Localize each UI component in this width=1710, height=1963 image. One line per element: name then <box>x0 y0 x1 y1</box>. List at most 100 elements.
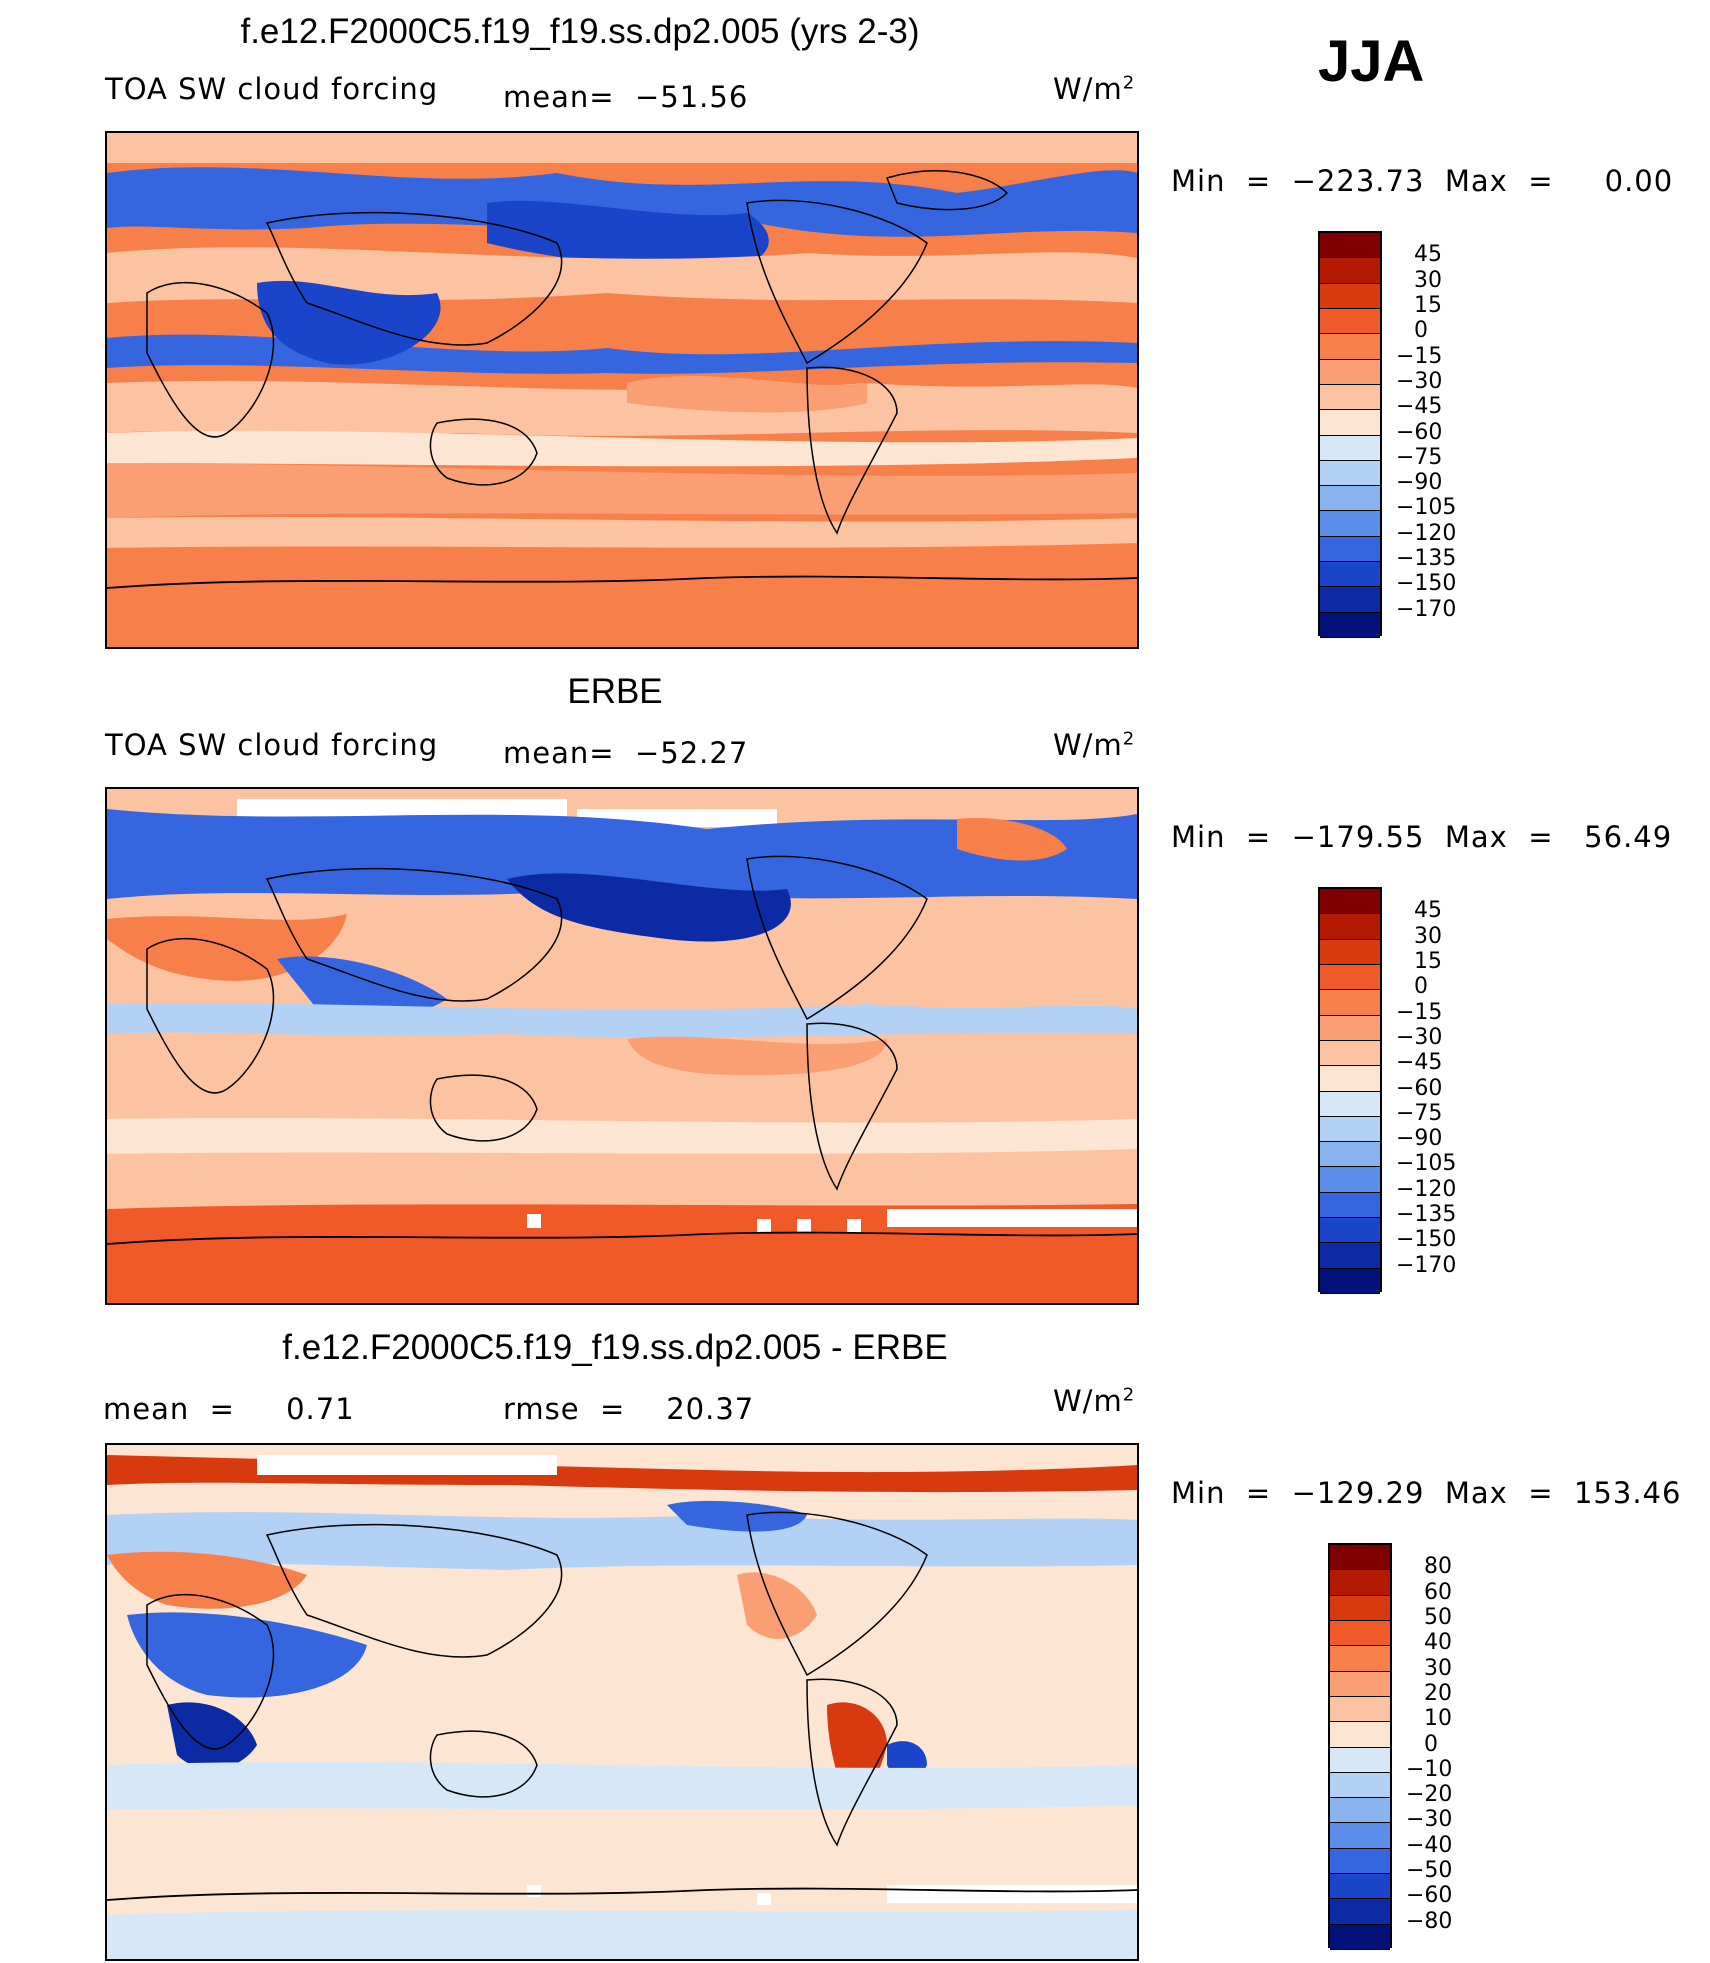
colorbar-segment <box>1330 1848 1390 1875</box>
colorbar-tick-label: −105 <box>1396 1151 1457 1177</box>
colorbar-segment <box>1320 1066 1380 1092</box>
panel-2-variable-label: TOA SW cloud forcing <box>105 728 439 762</box>
colorbar-tick-label: 45 <box>1414 242 1442 268</box>
colorbar-segment <box>1330 1874 1390 1900</box>
panel-3-title: f.e12.F2000C5.f19_f19.ss.dp2.005 - ERBE <box>282 1328 948 1367</box>
colorbar-tick-label: −10 <box>1406 1756 1453 1782</box>
colorbar-segment <box>1320 334 1380 360</box>
colorbar-tick-label: 80 <box>1424 1554 1452 1580</box>
colorbar-tick-label: 15 <box>1414 948 1442 974</box>
colorbar-tick-label: −170 <box>1396 596 1457 622</box>
panel-2-map-field <box>107 789 1137 1303</box>
colorbar-segment <box>1320 1167 1380 1193</box>
colorbar-segment <box>1320 435 1380 461</box>
panel-1-mean-label: mean= −51.56 <box>503 80 749 114</box>
colorbar-segment <box>1320 258 1380 284</box>
colorbar-tick-label: 15 <box>1414 292 1442 318</box>
panel-3-colorbar: 80 60 50 40 30 20 10 0 −10 −20 −30 −40 −50 −60 −80 <box>1328 1543 1452 1950</box>
colorbar-segment <box>1320 308 1380 335</box>
colorbar-segment <box>1320 1116 1380 1143</box>
colorbar-segment <box>1320 536 1380 563</box>
colorbar-segment <box>1320 914 1380 940</box>
colorbar-tick-label: −75 <box>1396 444 1443 470</box>
colorbar-tick-label: −40 <box>1406 1832 1453 1858</box>
colorbar-segment <box>1320 384 1380 411</box>
colorbar-segment <box>1320 1268 1380 1294</box>
panel-3-mean-label: mean = 0.71 <box>103 1392 355 1426</box>
panel-2-map <box>105 787 1139 1305</box>
colorbar-box <box>1318 231 1382 638</box>
colorbar-segment <box>1330 1722 1390 1748</box>
colorbar-tick-label: −105 <box>1396 495 1457 521</box>
colorbar-tick-label: 10 <box>1424 1706 1452 1732</box>
colorbar-segment <box>1330 1772 1390 1799</box>
colorbar-tick-label: −15 <box>1396 343 1443 369</box>
panel-1-map-field <box>107 133 1137 647</box>
panel-3-minmax: Min = −129.29 Max = 153.46 <box>1171 1476 1682 1510</box>
colorbar-segment <box>1330 1696 1390 1723</box>
colorbar-tick-label: 0 <box>1414 318 1428 344</box>
panel-3-map-field <box>107 1445 1137 1959</box>
panel-2-colorbar: 45 30 15 0 −15 −30 −45 −60 −75 −90 −105 −120 −135 −15… <box>1318 887 1456 1294</box>
colorbar-segment <box>1320 1015 1380 1041</box>
panel-3-map <box>105 1443 1139 1961</box>
colorbar-segment <box>1330 1747 1390 1773</box>
colorbar-tick-label: 0 <box>1414 974 1428 1000</box>
panel-1-colorbar: 45 30 15 0 −15 −30 −45 −60 −75 −90 −105 −120 −135 −15… <box>1318 231 1456 638</box>
colorbar-segment <box>1330 1545 1390 1571</box>
colorbar-tick-label: −80 <box>1406 1908 1453 1934</box>
colorbar-tick-label: −15 <box>1396 999 1443 1025</box>
colorbar-tick-label: −90 <box>1396 1126 1443 1152</box>
colorbar-tick-label: −150 <box>1396 571 1457 597</box>
colorbar-tick-label: −50 <box>1406 1858 1453 1884</box>
colorbar-tick-label: −170 <box>1396 1252 1457 1278</box>
colorbar-tick-label: 0 <box>1424 1731 1438 1757</box>
colorbar-tick-label: −150 <box>1396 1227 1457 1253</box>
colorbar-segment <box>1320 939 1380 965</box>
colorbar-tick-label: 60 <box>1424 1579 1452 1605</box>
colorbar-tick-label: −30 <box>1396 1024 1443 1050</box>
colorbar-tick-label: −20 <box>1406 1782 1453 1808</box>
colorbar-segment <box>1320 486 1380 512</box>
colorbar-segment <box>1330 1646 1390 1672</box>
colorbar-segment <box>1330 1823 1390 1849</box>
colorbar-box <box>1318 887 1382 1294</box>
colorbar-tick-label: 20 <box>1424 1680 1452 1706</box>
panel-1-title: f.e12.F2000C5.f19_f19.ss.dp2.005 (yrs 2-… <box>240 12 920 51</box>
colorbar-tick-label: −120 <box>1396 1176 1457 1202</box>
colorbar-segment <box>1320 511 1380 537</box>
colorbar-segment <box>1320 460 1380 487</box>
colorbar-segment <box>1320 990 1380 1016</box>
colorbar-tick-label: 50 <box>1424 1604 1452 1630</box>
colorbar-box <box>1328 1543 1392 1950</box>
colorbar-segment <box>1320 1040 1380 1067</box>
colorbar-tick-label: 45 <box>1414 898 1442 924</box>
colorbar-tick-label: 30 <box>1424 1655 1452 1681</box>
colorbar-segment <box>1330 1899 1390 1925</box>
colorbar-segment <box>1320 612 1380 638</box>
panel-2-title: ERBE <box>567 672 663 711</box>
colorbar-tick-label: −45 <box>1396 394 1443 420</box>
colorbar-tick-label: −30 <box>1396 368 1443 394</box>
colorbar-segment <box>1320 1192 1380 1219</box>
colorbar-tick-label: −45 <box>1396 1050 1443 1076</box>
colorbar-tick-label: −120 <box>1396 520 1457 546</box>
colorbar-tick-label: 40 <box>1424 1630 1452 1656</box>
panel-1-units: W/m2 <box>1053 72 1136 106</box>
colorbar-segment <box>1320 1142 1380 1168</box>
panel-2-minmax: Min = −179.55 Max = 56.49 <box>1171 820 1673 854</box>
panel-1-map <box>105 131 1139 649</box>
panel-1-variable-label: TOA SW cloud forcing <box>105 72 439 106</box>
panel-3-units: W/m2 <box>1053 1384 1136 1418</box>
panel-3-rmse-label: rmse = 20.37 <box>503 1392 755 1426</box>
colorbar-tick-label: 30 <box>1414 923 1442 949</box>
colorbar-tick-label: −90 <box>1396 470 1443 496</box>
colorbar-tick-label: −60 <box>1396 419 1443 445</box>
colorbar-segment <box>1320 1218 1380 1244</box>
colorbar-segment <box>1330 1924 1390 1950</box>
season-label: JJA <box>1318 29 1425 94</box>
colorbar-segment <box>1330 1798 1390 1824</box>
colorbar-segment <box>1330 1595 1390 1621</box>
colorbar-tick-label: −135 <box>1396 546 1457 572</box>
colorbar-segment <box>1320 233 1380 259</box>
